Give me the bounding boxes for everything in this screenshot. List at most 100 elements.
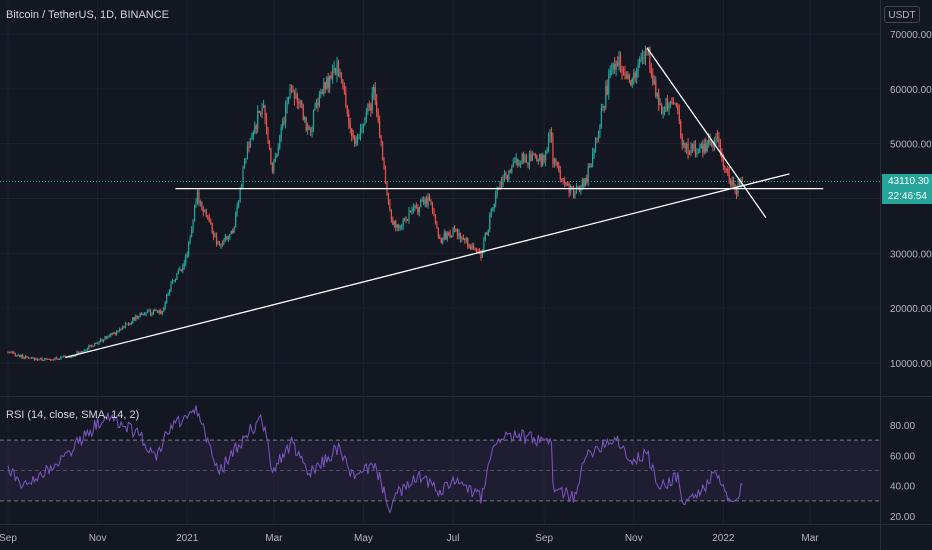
candle-body (681, 137, 683, 146)
candle-body (337, 62, 340, 75)
candle-body (549, 132, 551, 138)
candle-body (185, 255, 187, 264)
candle-body (389, 203, 391, 210)
candle-body (92, 345, 94, 347)
candle-body (512, 162, 514, 167)
currency-button[interactable]: USDT (884, 6, 920, 23)
candle-body (258, 110, 260, 113)
candle-body (741, 180, 744, 182)
candle-body (452, 228, 454, 237)
candle-body (113, 332, 115, 334)
candle-body (257, 110, 259, 129)
candle-body (274, 156, 276, 161)
candle-body (133, 317, 135, 321)
candle-body (461, 238, 463, 240)
candle-body (333, 67, 335, 70)
candle-body (264, 105, 266, 119)
candle-body (243, 161, 246, 168)
candle-body (430, 200, 432, 206)
candle-body (17, 355, 19, 357)
candle-body (456, 229, 459, 237)
candle-body (683, 143, 685, 146)
candle-body (408, 210, 410, 221)
candle-body (161, 310, 163, 314)
candle-body (500, 182, 503, 186)
trendlines[interactable] (65, 47, 824, 359)
candle-body (138, 316, 140, 318)
candle-body (158, 310, 160, 313)
time-tick-label: 2022 (712, 533, 735, 544)
candle-body (640, 59, 642, 61)
candle-body (52, 359, 55, 361)
candle-body (587, 166, 589, 183)
candle-body (398, 224, 400, 228)
candle-body (471, 246, 473, 250)
candle-body (49, 359, 52, 361)
candle-body (671, 101, 673, 103)
candle-body (280, 126, 282, 137)
candle-body (697, 152, 699, 154)
candle-body (409, 210, 412, 212)
candle-body (260, 112, 262, 114)
candle-body (323, 82, 325, 94)
candle-body (543, 155, 545, 161)
last-price-value: 43110.30 (888, 176, 929, 187)
candle-body (343, 85, 345, 93)
candle-body (182, 266, 184, 271)
time-tick-label: Sep (0, 533, 17, 544)
candle-body (625, 75, 627, 79)
candle-body (41, 358, 43, 361)
trendline[interactable] (646, 47, 767, 219)
candle-body (484, 233, 486, 240)
candle-body (136, 315, 138, 318)
candle-body (455, 229, 457, 232)
candle-body (283, 121, 285, 123)
candle-body (295, 94, 297, 99)
candle-body (722, 158, 724, 167)
candle-body (420, 200, 422, 208)
candle-body (246, 146, 249, 159)
candle-body (146, 311, 149, 313)
candle-body (214, 236, 216, 238)
candle-body (130, 322, 132, 324)
candle-body (252, 132, 254, 139)
candle-body (44, 358, 46, 361)
candle-body (238, 202, 240, 206)
candle-body (204, 211, 206, 213)
candle-body (392, 219, 394, 225)
time-tick-label: Sep (535, 533, 553, 544)
candle-body (493, 203, 495, 209)
trendline[interactable] (65, 173, 790, 359)
candle-body (733, 180, 735, 185)
candle-body (155, 309, 157, 311)
candle-body (230, 230, 232, 235)
candle-body (522, 153, 525, 162)
rsi-tick-label: 20.00 (890, 512, 915, 523)
candle-body (611, 69, 613, 71)
candle-body (458, 232, 460, 237)
candle-body (555, 159, 557, 163)
candle-body (74, 355, 77, 357)
candle-body (293, 92, 296, 99)
candle-body (236, 205, 238, 213)
candle-body (154, 309, 156, 311)
candle-body (171, 281, 174, 284)
candle-body (646, 48, 648, 51)
candle-body (60, 356, 62, 359)
candle-body (678, 110, 680, 122)
candle-body (492, 208, 494, 210)
candle-body (95, 343, 97, 345)
candle-body (361, 127, 363, 129)
candle-body (655, 80, 657, 96)
candle-body (157, 310, 159, 313)
candle-body (33, 357, 36, 360)
candle-body (514, 162, 516, 164)
candle-body (261, 108, 263, 114)
candle-body (668, 103, 670, 110)
candle-body (518, 164, 520, 166)
candle-body (527, 163, 529, 166)
candle-body (490, 209, 492, 216)
candle-body (201, 201, 203, 211)
candle-body (166, 294, 168, 303)
